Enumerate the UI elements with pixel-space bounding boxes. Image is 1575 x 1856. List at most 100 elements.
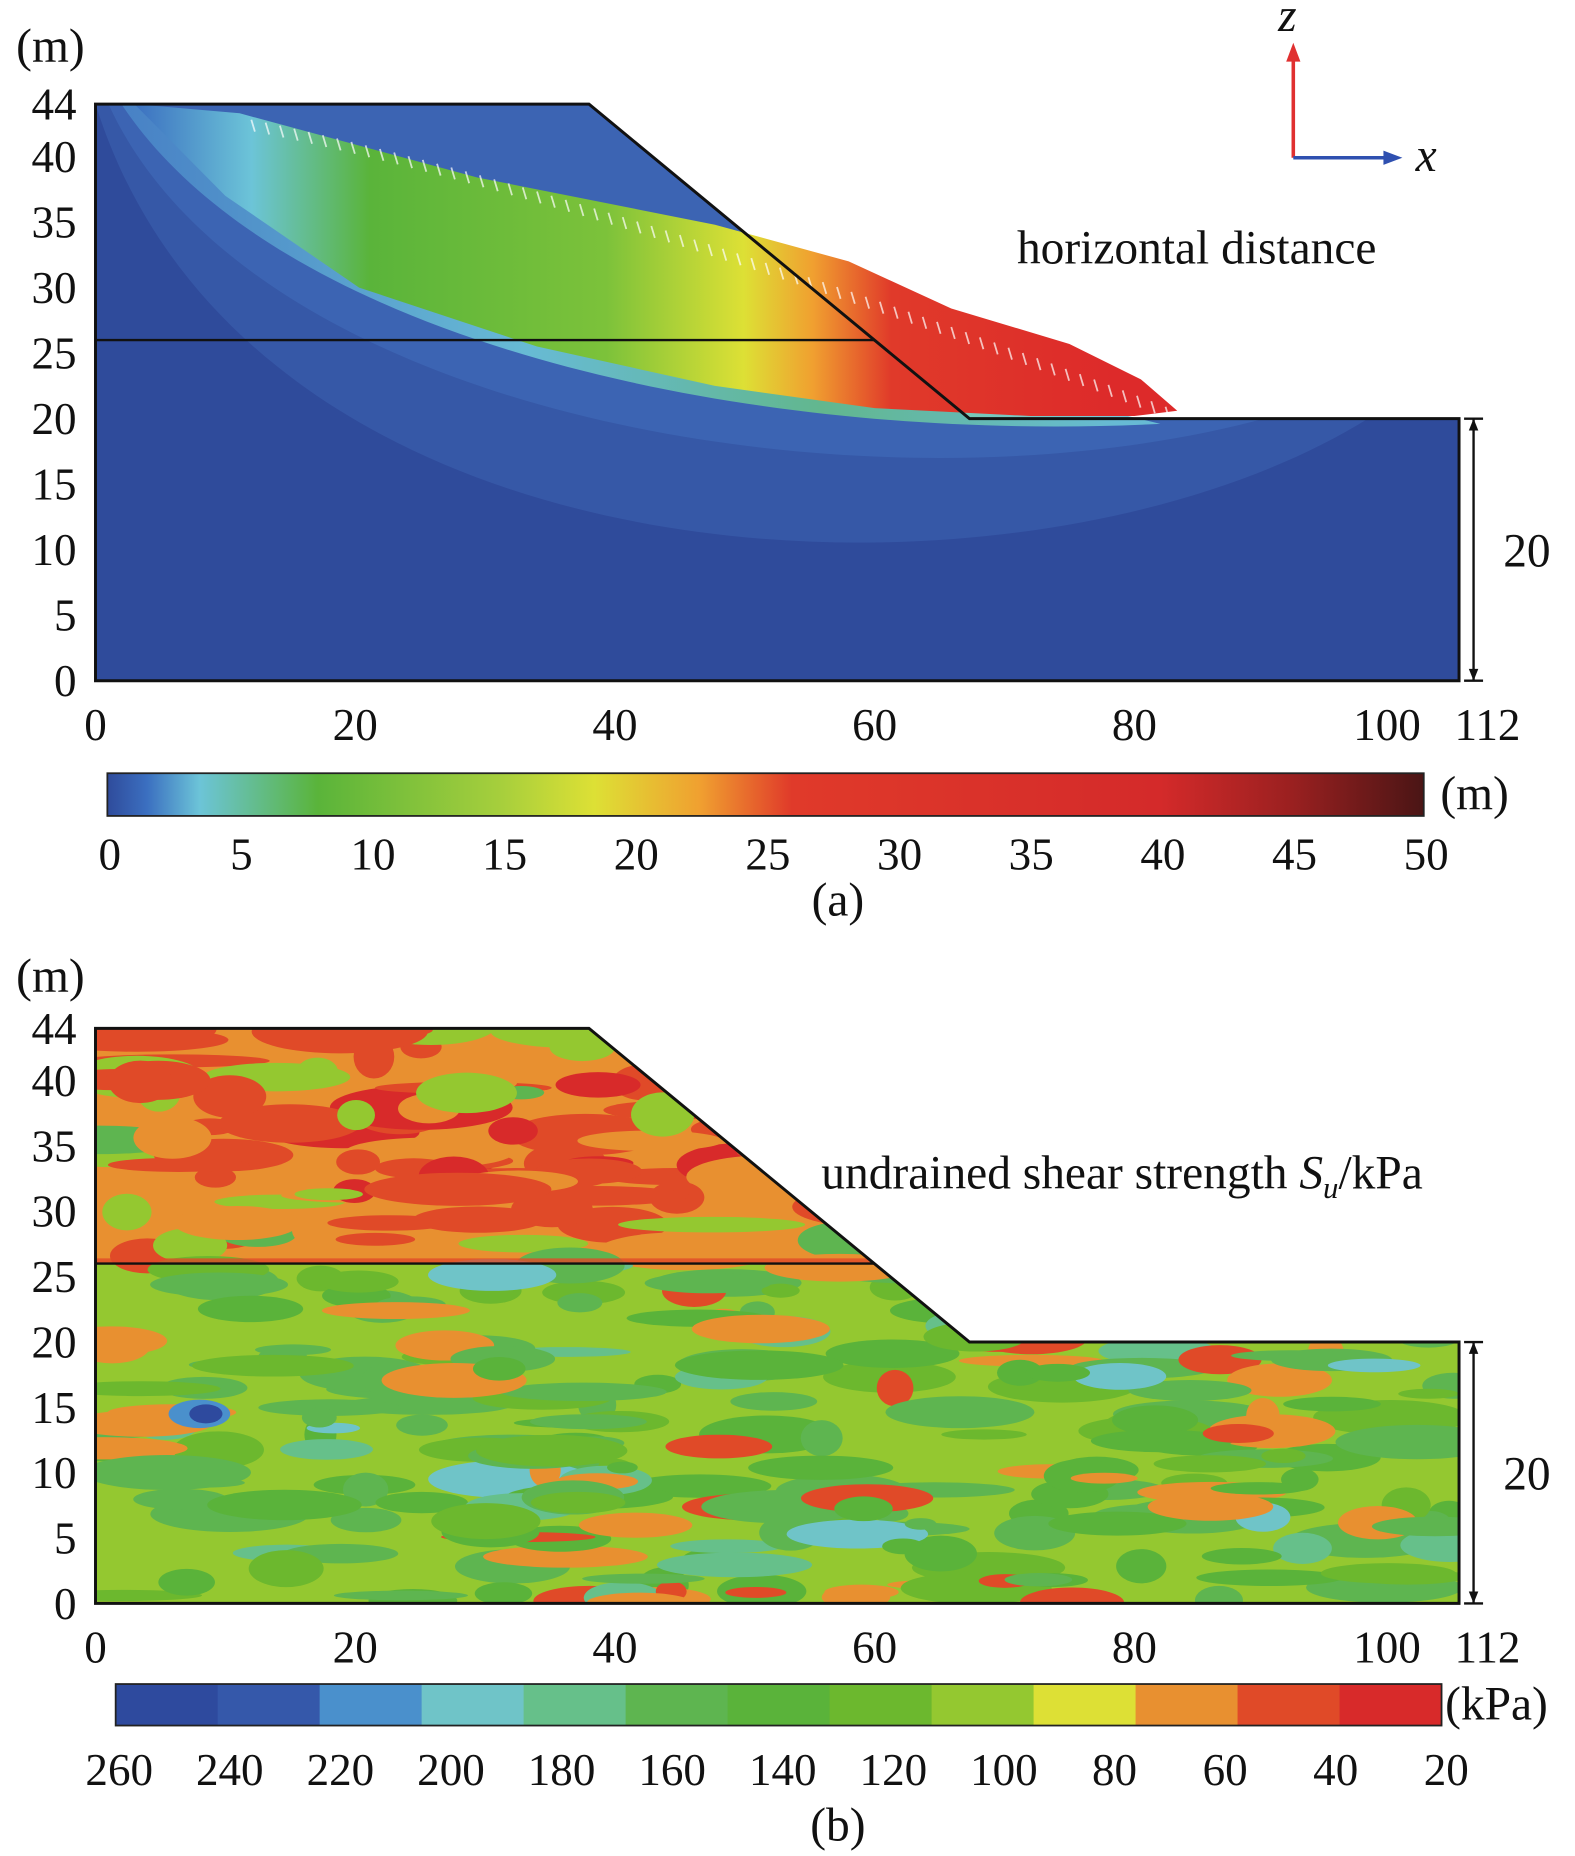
strength-patch (958, 1354, 1104, 1367)
strength-patch (301, 1407, 337, 1428)
y-unit-label: (m) (16, 950, 84, 1002)
strength-patch (1377, 1315, 1460, 1326)
strength-patch (1269, 1268, 1422, 1300)
strength-patch (336, 1149, 381, 1175)
strength-patch (997, 1300, 1157, 1337)
colorbar-b-tick-label: 220 (307, 1745, 375, 1795)
colorbar-b-frame (114, 1683, 1443, 1727)
strength-patch (258, 1399, 401, 1416)
strength-patch (904, 1518, 937, 1530)
strength-patch (416, 1072, 517, 1114)
strength-patch (1090, 1429, 1233, 1453)
slope-profile-outline (94, 1026, 1461, 1605)
strength-patch (173, 1205, 300, 1241)
colorbar-a-tick-label: 15 (482, 829, 527, 879)
strength-patch (1153, 1455, 1267, 1473)
strength-patch (321, 1302, 470, 1320)
slope-profile-outline (94, 102, 1461, 683)
strength-patch (846, 1092, 896, 1121)
height-annotation: 20 (1503, 1448, 1550, 1500)
arrowhead-icon (1468, 418, 1479, 431)
strength-patch (1025, 1363, 1091, 1382)
colorbar-b-tick-label: 260 (85, 1745, 153, 1795)
panel-label-a: (a) (812, 875, 865, 927)
colorbar-a-tick-label: 50 (1404, 829, 1449, 879)
strength-patch (1073, 1362, 1167, 1390)
particle-texture (879, 301, 885, 314)
strength-patch (294, 1188, 363, 1201)
strength-patch (327, 1215, 451, 1231)
strength-patch (1242, 1258, 1303, 1290)
particle-texture (707, 243, 713, 257)
particle-texture (507, 183, 513, 196)
particle-texture (864, 296, 870, 309)
strength-patch (337, 1099, 375, 1131)
strength-patch (191, 1354, 354, 1377)
annotation-symbol: S (1299, 1147, 1323, 1199)
x-tick-label: 0 (84, 700, 107, 750)
strength-patch (474, 1582, 533, 1604)
strength-patch (95, 1327, 151, 1364)
strength-patch (1327, 1358, 1421, 1373)
annotation-subscript: u (1323, 1171, 1338, 1205)
colorbar-b-swatch (217, 1684, 321, 1726)
strength-patch (582, 1573, 705, 1584)
colorbar-a-tick-label: 30 (877, 829, 922, 879)
particle-texture (936, 321, 942, 335)
strength-patch (1422, 1292, 1460, 1310)
colorbar-b-tick-label: 40 (1313, 1745, 1358, 1795)
strength-patch (483, 1545, 648, 1568)
colorbar-b-swatch (421, 1684, 525, 1726)
particle-texture (607, 212, 613, 225)
strength-patch (644, 1272, 772, 1294)
y-tick-label: 44 (31, 80, 76, 130)
strength-patch (193, 1075, 267, 1118)
strength-patch (318, 1270, 399, 1293)
y-tick-label: 10 (31, 525, 76, 575)
particle-texture (664, 230, 671, 243)
strength-patch (472, 1356, 526, 1381)
strength-patch (674, 1350, 844, 1380)
particle-texture (1136, 395, 1142, 408)
particle-texture (250, 119, 256, 132)
strength-patch (797, 1119, 856, 1139)
particle-texture (993, 342, 999, 355)
colorbar-b: (kPa) 260 240 220 200 180 160 140 120 100 80 60 40 2… (85, 1679, 1547, 1795)
y-tick-label: 44 (31, 1004, 76, 1054)
strength-patch (330, 1507, 402, 1533)
particle-texture (921, 316, 928, 329)
strength-patch (834, 1496, 893, 1522)
x-tick-label: 80 (1112, 1623, 1157, 1673)
particle-texture (464, 171, 471, 184)
strength-patch (1048, 1511, 1187, 1536)
colorbar-b-tick-label: 60 (1203, 1745, 1248, 1795)
particle-texture (1121, 390, 1128, 403)
strength-patch (996, 1359, 1044, 1386)
strength-patch (882, 1538, 925, 1555)
particle-texture (293, 128, 299, 141)
particle-texture (964, 331, 970, 345)
particle-texture (593, 208, 599, 221)
colorbar-b-swatch (1033, 1684, 1137, 1726)
z-label: z (1277, 0, 1296, 42)
x-arrowhead-icon (1383, 150, 1403, 165)
y-tick-label: 5 (54, 591, 77, 641)
strength-patch (1210, 1482, 1307, 1495)
colorbar-a-tick-label: 20 (614, 829, 659, 879)
strength-patch (1109, 1279, 1279, 1314)
particle-texture (893, 306, 899, 319)
y-tick-label: 0 (54, 1579, 77, 1629)
strength-patch (557, 1293, 603, 1313)
x-tick-label: 20 (333, 1623, 378, 1673)
strength-patch (102, 1193, 152, 1231)
strength-patch (1115, 1277, 1279, 1304)
particle-texture (436, 163, 442, 176)
strength-patch (730, 1392, 818, 1411)
displacement-field (95, 104, 1460, 681)
colorbar-a-gradient (106, 772, 1425, 817)
strength-patch (108, 1060, 173, 1104)
strength-patch (889, 1297, 1012, 1324)
colorbar-b-swatch (829, 1684, 933, 1726)
